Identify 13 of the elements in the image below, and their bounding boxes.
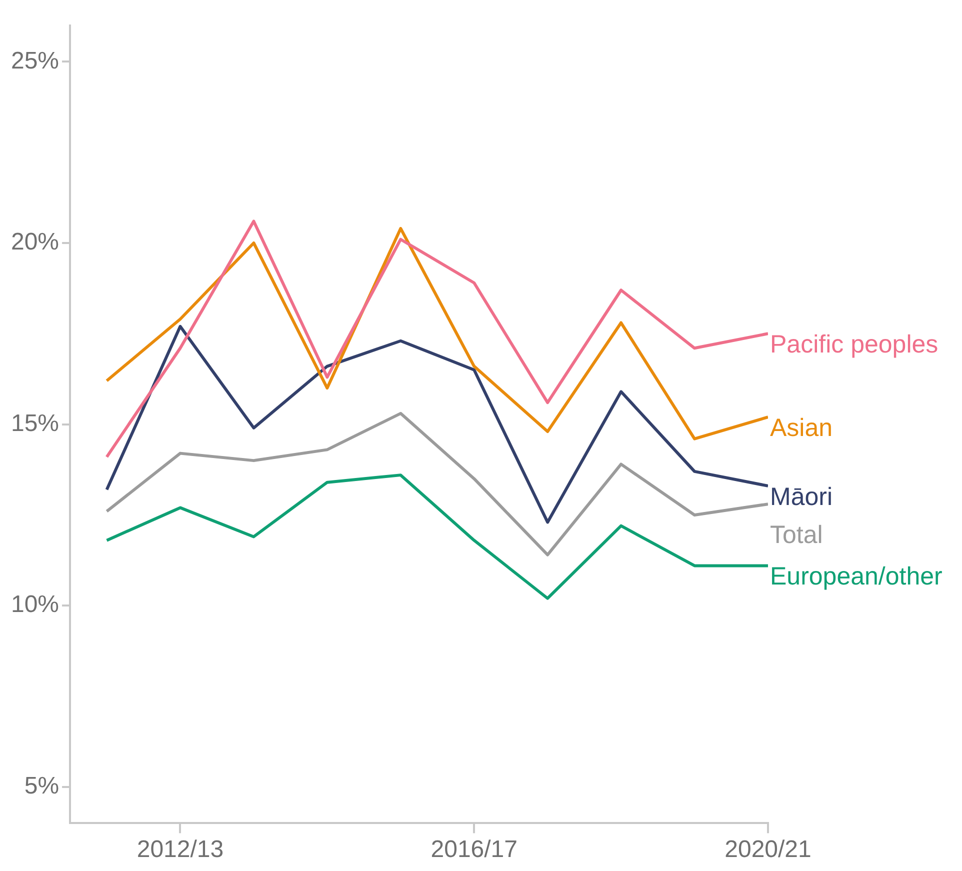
x-tick-label: 2012/13 — [136, 836, 224, 864]
y-tick-label: 15% — [10, 410, 60, 437]
series-label: Pacific peoples — [770, 330, 938, 359]
series-label: European/other — [770, 562, 942, 591]
series-label: Māori — [770, 482, 833, 511]
series-label: Asian — [770, 414, 833, 442]
y-tick-label: 5% — [24, 772, 60, 800]
y-tick-label: 20% — [10, 228, 60, 256]
y-tick-label: 25% — [10, 47, 60, 74]
series-label: Total — [770, 520, 823, 549]
x-tick-label: 2020/21 — [724, 836, 812, 864]
y-tick-label: 10% — [10, 591, 60, 618]
x-tick-label: 2016/17 — [430, 836, 518, 864]
